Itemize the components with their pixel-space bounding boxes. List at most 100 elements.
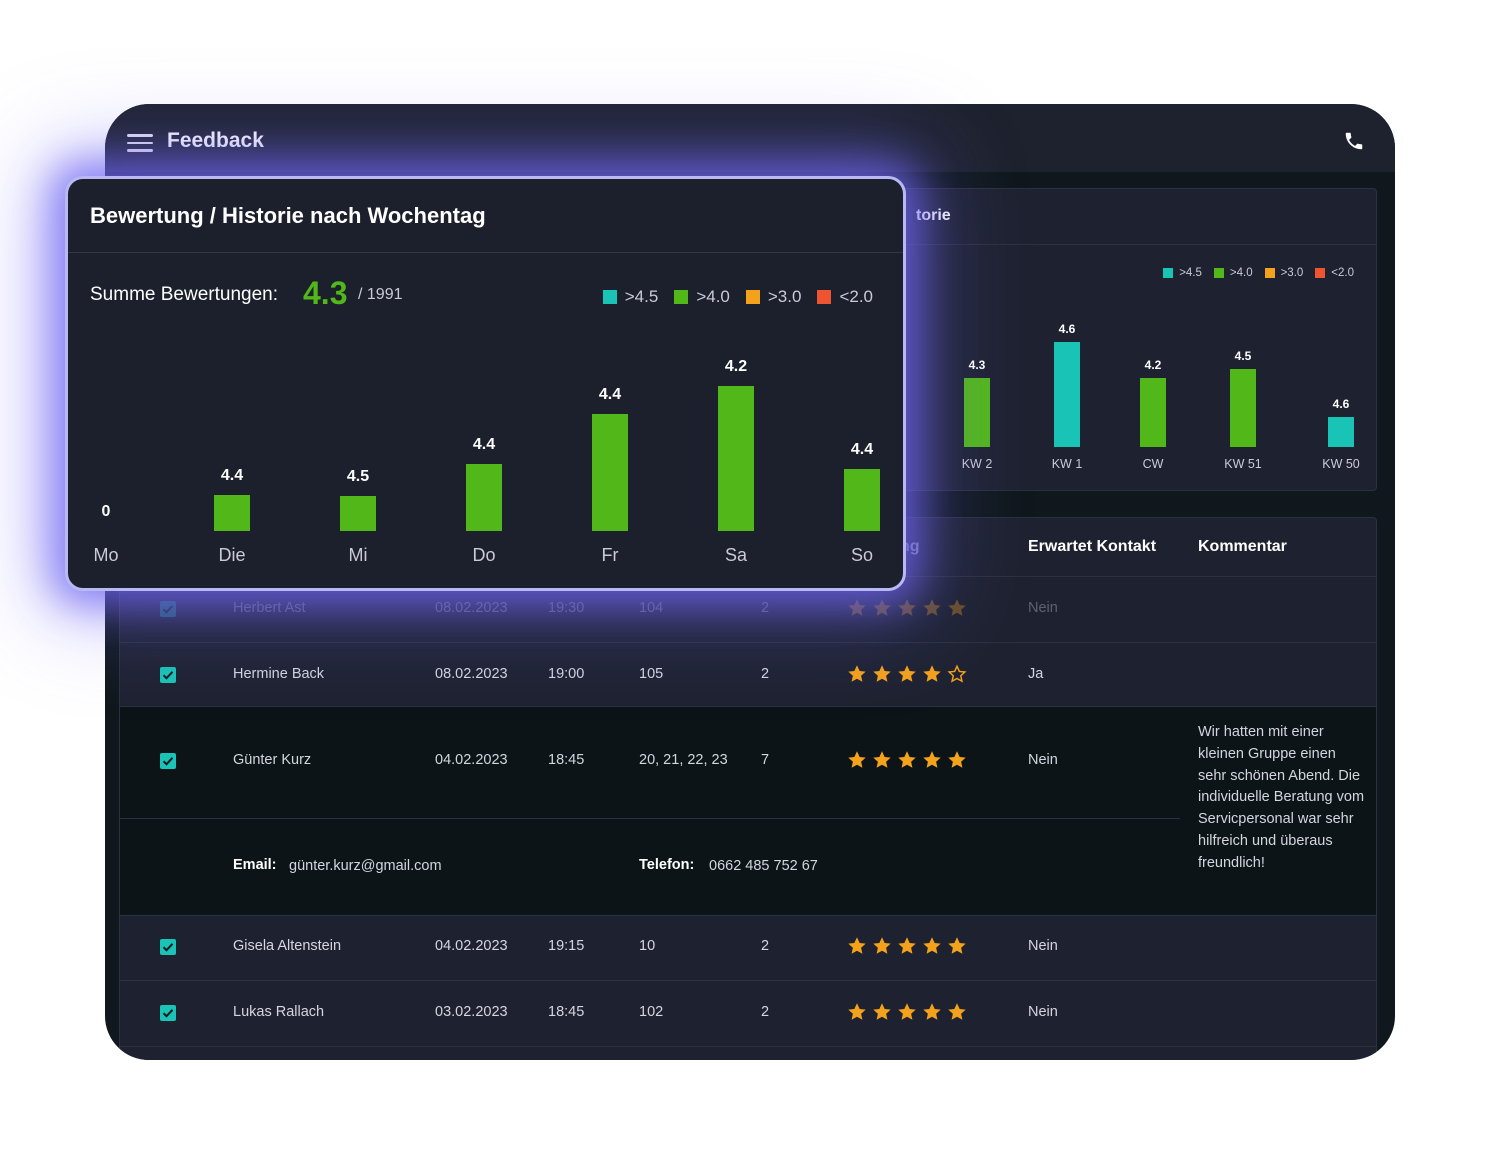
feedback-table: ng Erwartet Kontakt Kommentar Herbert As… [119, 517, 1377, 1060]
row-checkbox[interactable] [160, 1005, 176, 1021]
row-checkbox[interactable] [160, 601, 176, 617]
cell-time: 18:45 [548, 1004, 585, 1020]
star-filled-icon [873, 1003, 891, 1020]
star-filled-icon [873, 751, 891, 768]
row-checkbox[interactable] [160, 753, 176, 769]
divider [120, 1046, 1376, 1047]
bar-value-label: 0 [101, 503, 111, 520]
legend-label: <2.0 [1331, 267, 1354, 279]
card-title: Bewertung / Historie nach Wochentag [90, 203, 486, 228]
cell-date: 03.02.2023 [435, 1004, 508, 1020]
cell-guests: 2 [761, 1004, 770, 1020]
star-filled-icon [848, 665, 866, 682]
bar-value-label: 4.2 [1144, 358, 1162, 372]
star-filled-icon [923, 665, 941, 682]
cell-name: Herbert Ast [233, 600, 306, 616]
x-tick-label: KW 50 [1322, 457, 1360, 471]
legend-swatch [745, 290, 760, 304]
bar-value-label: 4.5 [1234, 349, 1252, 363]
menu-icon[interactable] [127, 134, 153, 152]
cell-date: 04.02.2023 [435, 752, 508, 768]
phone-label: Telefon: [639, 857, 695, 873]
star-rating [846, 597, 968, 619]
phone-value[interactable]: 0662 485 752 67 [709, 858, 818, 874]
star-empty-icon [947, 664, 967, 683]
phone-icon[interactable] [1343, 130, 1365, 152]
x-tick-label: Mo [93, 545, 119, 565]
star-filled-icon [948, 751, 966, 768]
chart-bar [1140, 378, 1166, 447]
cell-table: 10 [639, 938, 656, 954]
row-checkbox[interactable] [160, 939, 176, 955]
x-tick-label: Do [472, 545, 496, 565]
row-checkbox[interactable] [160, 667, 176, 683]
bar-value-label: 4.4 [850, 441, 874, 458]
chart-bar [466, 464, 502, 531]
divider [68, 252, 903, 253]
legend-swatch [1315, 268, 1326, 278]
chart-bar [592, 414, 628, 531]
chart-bar [844, 469, 880, 531]
star-filled-icon [848, 937, 866, 954]
week-chart-legend: >4.5 >4.0 >3.0 <2.0 [1163, 267, 1360, 279]
x-tick-label: CW [1142, 457, 1164, 471]
x-tick-label: So [850, 545, 874, 565]
email-label: Email: [233, 857, 277, 873]
star-filled-icon [923, 937, 941, 954]
expanded-row-background [120, 707, 1376, 915]
chart-bar [1054, 342, 1080, 447]
bar-value-label: 4.3 [968, 358, 986, 372]
legend-label: >4.5 [624, 287, 659, 306]
cell-time: 18:45 [548, 752, 585, 768]
legend-swatch [1163, 268, 1174, 278]
cell-table: 105 [639, 666, 664, 682]
column-header-comment[interactable]: Kommentar [1198, 538, 1287, 555]
star-filled-icon [923, 1003, 941, 1020]
cell-time: 19:30 [548, 600, 585, 616]
legend-label: <2.0 [839, 287, 873, 306]
cell-contact: Nein [1028, 752, 1058, 768]
legend-label: >3.0 [767, 287, 802, 306]
cell-name: Lukas Rallach [233, 1004, 325, 1020]
summary-label: Summe Bewertungen: [90, 284, 278, 305]
legend-swatch [1264, 268, 1275, 278]
cell-guests: 2 [761, 666, 770, 682]
cell-guests: 7 [761, 752, 770, 768]
legend-swatch [817, 290, 832, 304]
email-value[interactable]: günter.kurz@gmail.com [289, 858, 442, 874]
x-tick-label: Mi [348, 545, 368, 565]
star-filled-icon [898, 599, 916, 616]
star-rating [846, 663, 968, 685]
chart-bar [214, 495, 250, 531]
weekday-rating-card: Bewertung / Historie nach Wochentag Summ… [65, 176, 906, 591]
chart-bar [718, 386, 754, 531]
legend-label: >3.0 [1280, 267, 1304, 279]
column-header-contact[interactable]: Erwartet Kontakt [1028, 538, 1157, 555]
summary-total: / 1991 [358, 286, 403, 303]
x-tick-label: Sa [724, 545, 748, 565]
divider [120, 818, 1180, 819]
x-tick-label: Die [218, 545, 246, 565]
x-tick-label: KW 2 [961, 457, 993, 471]
star-filled-icon [923, 599, 941, 616]
divider [120, 980, 1376, 981]
cell-date: 08.02.2023 [435, 600, 508, 616]
cell-guests: 2 [761, 938, 770, 954]
cell-time: 19:00 [548, 666, 585, 682]
star-filled-icon [948, 937, 966, 954]
cell-table: 104 [639, 600, 664, 616]
bar-value-label: 4.4 [598, 386, 622, 403]
app-title: Feedback [167, 129, 264, 152]
star-filled-icon [848, 599, 866, 616]
divider [120, 642, 1376, 643]
star-filled-icon [873, 599, 891, 616]
x-tick-label: KW 1 [1051, 457, 1083, 471]
star-rating [846, 749, 968, 771]
cell-name: Hermine Back [233, 666, 325, 682]
legend-label: >4.0 [696, 287, 730, 306]
legend-swatch [602, 290, 617, 304]
chart-bar [340, 496, 376, 531]
bar-value-label: 4.4 [220, 467, 244, 484]
app-bar: Feedback [105, 104, 1395, 172]
x-tick-label: Fr [601, 545, 619, 565]
